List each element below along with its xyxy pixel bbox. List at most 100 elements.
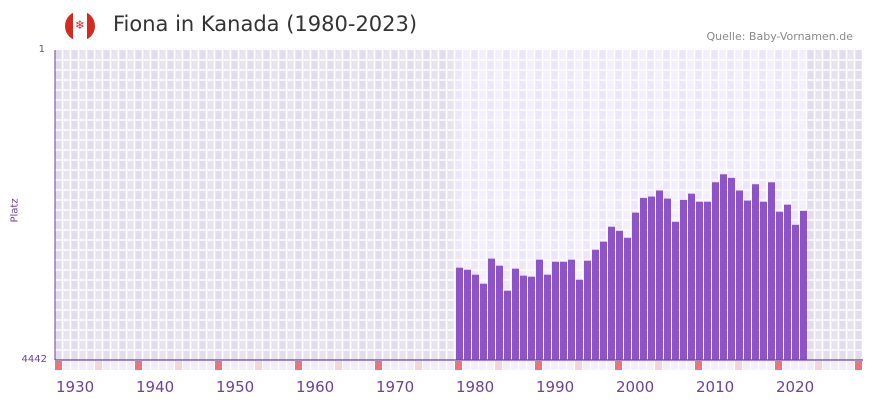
year-marker <box>215 361 222 370</box>
year-marker <box>535 361 542 370</box>
bar-1980 <box>456 267 463 360</box>
grid-column <box>615 50 623 360</box>
grid-column <box>63 50 71 360</box>
year-marker <box>359 361 366 370</box>
bar-2010 <box>696 201 703 360</box>
x-tick-1960: 1960 <box>296 378 334 396</box>
bar-2014 <box>728 177 735 360</box>
grid-column <box>319 50 327 360</box>
bar-2018 <box>760 201 767 360</box>
bar-2015 <box>736 190 743 360</box>
bar-2004 <box>648 196 655 360</box>
grid-column <box>143 50 151 360</box>
grid-column <box>407 50 415 360</box>
year-marker <box>87 361 94 370</box>
year-marker <box>367 361 374 370</box>
year-marker <box>95 361 102 370</box>
year-marker <box>223 361 230 370</box>
grid-column <box>95 50 103 360</box>
bar-1986 <box>504 290 511 360</box>
grid-column <box>223 50 231 360</box>
grid-column <box>391 50 399 360</box>
bar-1998 <box>600 241 607 360</box>
year-marker <box>295 361 302 370</box>
grid-column <box>87 50 95 360</box>
grid-column <box>279 50 287 360</box>
year-marker <box>519 361 526 370</box>
bar-1985 <box>496 265 503 360</box>
year-marker <box>191 361 198 370</box>
bar-2003 <box>640 197 647 360</box>
year-marker <box>775 361 782 370</box>
bar-1996 <box>584 260 591 360</box>
year-marker <box>583 361 590 370</box>
grid-column <box>623 50 631 360</box>
year-marker <box>679 361 686 370</box>
source-link[interactable]: Quelle: Baby-Vornamen.de <box>706 30 853 43</box>
grid-column <box>167 50 175 360</box>
year-marker <box>503 361 510 370</box>
bar-2001 <box>624 237 631 360</box>
year-marker <box>551 361 558 370</box>
grid-column <box>463 50 471 360</box>
grid-column <box>399 50 407 360</box>
grid-column <box>231 50 239 360</box>
grid-column <box>55 50 63 360</box>
year-marker <box>119 361 126 370</box>
bar-2020 <box>776 211 783 360</box>
grid-column <box>311 50 319 360</box>
grid-column <box>487 50 495 360</box>
bar-1995 <box>576 279 583 360</box>
grid-column <box>479 50 487 360</box>
bar-2017 <box>752 184 759 360</box>
year-marker <box>207 361 214 370</box>
x-tick-1930: 1930 <box>56 378 94 396</box>
bar-1987 <box>512 268 519 360</box>
year-marker <box>727 361 734 370</box>
year-marker <box>375 361 382 370</box>
bar-1999 <box>608 226 615 360</box>
grid-column <box>271 50 279 360</box>
grid-column <box>255 50 263 360</box>
year-marker <box>127 361 134 370</box>
bar-2002 <box>632 212 639 360</box>
bar-1982 <box>472 274 479 360</box>
bar-2022 <box>792 224 799 360</box>
year-marker <box>663 361 670 370</box>
year-marker <box>415 361 422 370</box>
grid-column <box>799 50 807 360</box>
year-marker <box>79 361 86 370</box>
grid-column <box>559 50 567 360</box>
year-marker <box>279 361 286 370</box>
year-marker <box>671 361 678 370</box>
grid-column <box>519 50 527 360</box>
year-marker <box>855 361 862 370</box>
page-title: Fiona in Kanada (1980-2023) <box>113 12 418 36</box>
canada-flag-icon: ❄ <box>65 11 95 41</box>
bar-1990 <box>536 259 543 360</box>
grid-column <box>431 50 439 360</box>
grid-column <box>111 50 119 360</box>
year-marker <box>63 361 70 370</box>
year-marker <box>823 361 830 370</box>
year-marker <box>303 361 310 370</box>
grid-column <box>127 50 135 360</box>
grid-column <box>839 50 847 360</box>
year-marker <box>591 361 598 370</box>
year-marker <box>559 361 566 370</box>
bar-1988 <box>520 275 527 360</box>
year-marker <box>479 361 486 370</box>
bar-2005 <box>656 190 663 360</box>
grid-column <box>71 50 79 360</box>
grid-column <box>215 50 223 360</box>
grid-column <box>119 50 127 360</box>
x-tick-1950: 1950 <box>216 378 254 396</box>
year-marker <box>783 361 790 370</box>
x-tick-1940: 1940 <box>136 378 174 396</box>
year-marker <box>343 361 350 370</box>
year-marker <box>175 361 182 370</box>
year-marker <box>687 361 694 370</box>
grid-column <box>415 50 423 360</box>
year-marker <box>487 361 494 370</box>
